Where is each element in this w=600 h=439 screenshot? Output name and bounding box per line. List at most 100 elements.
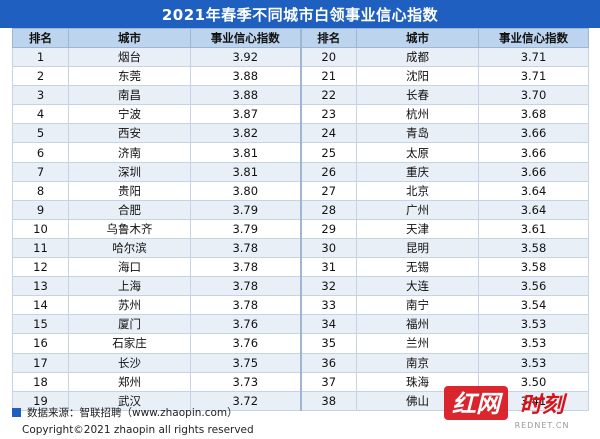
- copyright-text: Copyright©2021 zhaopin all rights reserv…: [22, 424, 254, 436]
- city-cell: 南昌: [68, 85, 191, 106]
- rank-cell: 23: [299, 104, 357, 125]
- table-header-row: 排名 城市 事业信心指数 排名 城市 事业信心指数: [12, 28, 589, 48]
- rank-cell: 14: [12, 295, 69, 316]
- city-cell: 成都: [356, 46, 479, 68]
- city-cell: 青岛: [356, 123, 479, 144]
- rank-cell: 6: [12, 142, 69, 163]
- city-cell: 太原: [356, 142, 479, 163]
- index-cell: 3.76: [190, 314, 301, 335]
- rank-cell: 36: [299, 352, 357, 373]
- rank-cell: 35: [299, 333, 357, 354]
- rank-cell: 25: [299, 142, 357, 163]
- index-cell: 3.53: [478, 333, 589, 354]
- index-cell: 3.78: [190, 276, 301, 297]
- header-city: 城市: [68, 28, 191, 48]
- table-row: 2 东莞 3.88 21 沈阳 3.71: [12, 66, 589, 87]
- city-cell: 沈阳: [356, 66, 479, 87]
- table-row: 18 郑州 3.73 37 珠海 3.50: [12, 371, 589, 392]
- rank-cell: 31: [299, 257, 357, 278]
- rank-cell: 21: [299, 66, 357, 87]
- index-cell: 3.50: [478, 371, 589, 392]
- table-row: 13 上海 3.78 32 大连 3.56: [12, 276, 589, 297]
- table-row: 3 南昌 3.88 22 长春 3.70: [12, 85, 589, 106]
- rank-cell: 27: [299, 180, 357, 201]
- table-row: 10 乌鲁木齐 3.79 29 天津 3.61: [12, 218, 589, 239]
- rank-cell: 20: [299, 46, 357, 68]
- city-cell: 石家庄: [68, 333, 191, 354]
- table-row: 5 西安 3.82 24 青岛 3.66: [12, 123, 589, 144]
- rank-cell: 16: [12, 333, 69, 354]
- table-row: 15 厦门 3.76 34 福州 3.53: [12, 314, 589, 335]
- city-cell: 昆明: [356, 237, 479, 259]
- rank-cell: 30: [299, 237, 357, 259]
- rank-cell: 3: [12, 85, 69, 106]
- table-row: 1 烟台 3.92 20 成都 3.71: [12, 46, 589, 68]
- index-cell: 3.54: [478, 295, 589, 316]
- header-rank: 排名: [299, 28, 357, 48]
- table-row: 12 海口 3.78 31 无锡 3.58: [12, 257, 589, 278]
- index-cell: 3.64: [478, 199, 589, 220]
- city-cell: 北京: [356, 180, 479, 201]
- rank-cell: 4: [12, 104, 69, 125]
- city-cell: 厦门: [68, 314, 191, 335]
- city-cell: 长沙: [68, 352, 191, 373]
- city-cell: 郑州: [68, 371, 191, 392]
- rank-cell: 18: [12, 371, 69, 392]
- confidence-index-table: 排名 城市 事业信心指数 排名 城市 事业信心指数 1 烟台 3.92 20 成都 3.7…: [12, 28, 589, 411]
- index-cell: 3.58: [478, 237, 589, 259]
- city-cell: 烟台: [68, 46, 191, 68]
- table-row: 8 贵阳 3.80 27 北京 3.64: [12, 180, 589, 201]
- rank-cell: 13: [12, 276, 69, 297]
- rank-cell: 11: [12, 237, 69, 259]
- logo-suffix-text: 时刻: [520, 392, 568, 418]
- city-cell: 长春: [356, 85, 479, 106]
- rank-cell: 33: [299, 295, 357, 316]
- index-cell: 3.81: [190, 142, 301, 163]
- rank-cell: 24: [299, 123, 357, 144]
- index-cell: 3.66: [478, 123, 589, 144]
- logo-url-text: REDNET.CN: [515, 421, 570, 430]
- index-cell: 3.70: [478, 85, 589, 106]
- city-cell: 东莞: [68, 66, 191, 87]
- city-cell: 福州: [356, 314, 479, 335]
- table-row: 9 合肥 3.79 28 广州 3.64: [12, 199, 589, 220]
- table-row: 17 长沙 3.75 36 南京 3.53: [12, 352, 589, 373]
- index-cell: 3.58: [478, 257, 589, 278]
- city-cell: 重庆: [356, 161, 479, 182]
- rank-cell: 32: [299, 276, 357, 297]
- rank-cell: 9: [12, 199, 69, 220]
- index-cell: 3.88: [190, 85, 301, 106]
- city-cell: 南京: [356, 352, 479, 373]
- source-square-icon: [12, 408, 21, 417]
- index-cell: 3.87: [190, 104, 301, 125]
- city-cell: 哈尔滨: [68, 237, 191, 259]
- rank-cell: 5: [12, 123, 69, 144]
- rank-cell: 15: [12, 314, 69, 335]
- city-cell: 天津: [356, 218, 479, 239]
- table-row: 11 哈尔滨 3.78 30 昆明 3.58: [12, 237, 589, 259]
- index-cell: 3.68: [478, 104, 589, 125]
- city-cell: 海口: [68, 257, 191, 278]
- page-title: 2021年春季不同城市白领事业信心指数: [0, 0, 600, 28]
- city-cell: 宁波: [68, 104, 191, 125]
- rank-cell: 19: [12, 390, 69, 411]
- index-cell: 3.75: [190, 352, 301, 373]
- index-cell: 3.92: [190, 46, 301, 68]
- rank-cell: 38: [299, 390, 357, 411]
- index-cell: 3.71: [478, 46, 589, 68]
- rank-cell: 17: [12, 352, 69, 373]
- rank-cell: 12: [12, 257, 69, 278]
- index-cell: 3.72: [190, 390, 301, 411]
- index-cell: 3.53: [478, 352, 589, 373]
- rank-cell: 22: [299, 85, 357, 106]
- header-index: 事业信心指数: [190, 28, 301, 48]
- city-cell: 济南: [68, 142, 191, 163]
- rank-cell: 37: [299, 371, 357, 392]
- rank-cell: 1: [12, 46, 69, 68]
- city-cell: 合肥: [68, 199, 191, 220]
- rank-cell: 26: [299, 161, 357, 182]
- city-cell: 大连: [356, 276, 479, 297]
- table-row: 4 宁波 3.87 23 杭州 3.68: [12, 104, 589, 125]
- index-cell: 3.76: [190, 333, 301, 354]
- header-index: 事业信心指数: [478, 28, 589, 48]
